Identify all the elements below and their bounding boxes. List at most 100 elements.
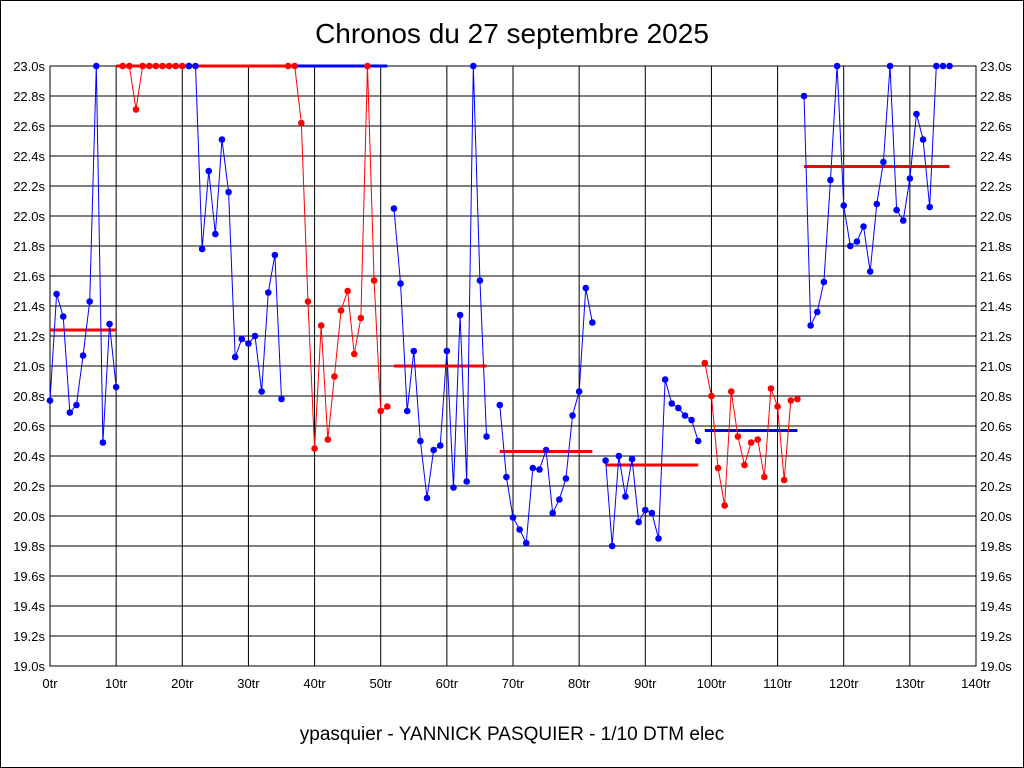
lap-point (436, 442, 444, 449)
lap-point (886, 62, 894, 70)
lap-point (106, 320, 113, 328)
y-tick-label-right: 22.0s (980, 209, 1012, 224)
lap-point (569, 412, 576, 419)
x-tick-label: 20tr (171, 676, 194, 691)
lap-point (827, 176, 834, 184)
y-tick-label-right: 19.8s (980, 539, 1012, 554)
lap-point (350, 350, 358, 358)
lap-point (794, 395, 801, 403)
y-tick-label-right: 19.6s (980, 569, 1012, 584)
lap-point (926, 203, 933, 211)
lap-point (212, 230, 219, 238)
lap-point (278, 395, 285, 403)
lap-point (192, 62, 199, 70)
lap-point (509, 514, 517, 521)
y-tick-label-left: 23.0s (13, 59, 45, 74)
lap-point (324, 436, 332, 443)
lap-point (99, 439, 107, 446)
lap-point (403, 407, 411, 415)
lap-point (344, 287, 351, 295)
lap-point (767, 385, 775, 392)
y-tick-label-left: 22.2s (13, 179, 45, 194)
y-tick-label-right: 20.8s (980, 389, 1012, 404)
y-tick-label-right: 22.6s (980, 119, 1012, 134)
lap-point (430, 446, 437, 454)
lap-point (456, 311, 464, 319)
lap-point (370, 277, 378, 284)
lap-point (463, 478, 471, 485)
lap-point (284, 62, 292, 70)
lap-point (93, 62, 100, 70)
lap-point (251, 332, 259, 340)
lap-point (172, 62, 179, 70)
y-tick-label-right: 22.4s (980, 149, 1012, 164)
lap-point (880, 158, 887, 166)
lap-point (417, 437, 424, 445)
y-tick-label-right: 20.4s (980, 449, 1012, 464)
lap-point (231, 353, 239, 361)
lap-point (46, 397, 54, 404)
lap-point (410, 347, 418, 355)
chart-title: Chronos du 27 septembre 2025 (315, 18, 709, 49)
lap-point (589, 319, 596, 326)
lap-point (734, 433, 742, 440)
y-tick-label-left: 22.6s (13, 119, 45, 134)
x-tick-label: 110tr (763, 676, 792, 691)
lap-point (470, 62, 477, 70)
lap-point (747, 439, 755, 446)
x-tick-label: 40tr (303, 676, 326, 691)
lap-point (741, 461, 748, 469)
lap-point (655, 535, 662, 542)
lap-point (165, 62, 173, 70)
lap-point (377, 407, 385, 415)
x-tick-label: 30tr (237, 676, 260, 691)
lap-point (562, 475, 570, 482)
lap-point (780, 476, 788, 484)
y-tick-label-left: 19.2s (13, 629, 45, 644)
lap-point (304, 298, 312, 305)
lap-point (906, 175, 914, 182)
x-tick-label: 90tr (634, 676, 657, 691)
lap-point (536, 466, 543, 473)
x-tick-label: 70tr (502, 676, 525, 691)
lap-point (496, 401, 504, 409)
x-tick-label: 50tr (370, 676, 393, 691)
lap-point (847, 242, 854, 250)
lap-point (608, 542, 616, 550)
y-tick-label-left: 19.6s (13, 569, 45, 584)
lap-point (238, 335, 246, 343)
y-tick-label-right: 21.8s (980, 239, 1012, 254)
lap-point (331, 373, 338, 380)
lap-point (575, 388, 583, 395)
lap-point (205, 167, 213, 175)
y-tick-label-left: 20.2s (13, 479, 45, 494)
lap-point (271, 251, 279, 259)
lap-point (66, 409, 74, 416)
lap-point (423, 494, 431, 502)
lap-point (582, 284, 590, 292)
lap-point (681, 412, 689, 419)
y-tick-label-left: 20.0s (13, 509, 45, 524)
lap-point (721, 502, 728, 509)
lap-point (813, 308, 821, 316)
lap-point (516, 526, 523, 533)
lap-point (159, 62, 166, 70)
lap-point (245, 340, 252, 347)
y-tick-label-right: 20.6s (980, 419, 1012, 434)
lap-point (225, 188, 232, 196)
lap-series-line (288, 65, 388, 449)
lap-point (893, 206, 900, 214)
lap-point (853, 238, 861, 245)
y-tick-label-right: 20.0s (980, 509, 1012, 524)
lap-point (628, 455, 636, 463)
y-tick-label-right: 21.0s (980, 359, 1012, 374)
y-tick-label-left: 20.8s (13, 389, 45, 404)
y-tick-label-left: 21.2s (13, 329, 45, 344)
lap-point (311, 445, 318, 452)
y-tick-label-right: 22.2s (980, 179, 1012, 194)
lap-point (840, 202, 848, 209)
lap-point (714, 464, 722, 472)
lap-point (53, 290, 60, 298)
x-tick-label: 100tr (697, 676, 727, 691)
y-tick-label-right: 21.4s (980, 299, 1012, 314)
